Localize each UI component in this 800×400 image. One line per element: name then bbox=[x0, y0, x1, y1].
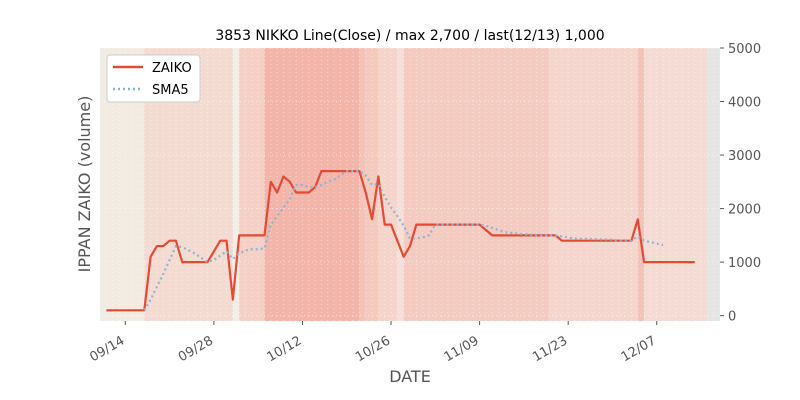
y-tick-label-3: 3000 bbox=[728, 149, 761, 164]
x-axis: 09/14 09/28 10/12 10/26 11/09 11/23 12/07 bbox=[87, 321, 659, 365]
x-tick-label-3: 10/26 bbox=[353, 333, 393, 365]
y-tick-label-5: 5000 bbox=[728, 42, 761, 57]
shade-band-10 bbox=[403, 48, 550, 321]
shade-band-0 bbox=[100, 48, 107, 321]
y-axis: 0 1000 2000 3000 4000 5000 bbox=[720, 42, 761, 325]
x-tick-label-1: 09/28 bbox=[176, 333, 216, 365]
chart-title: 3853 NIKKO Line(Close) / max 2,700 / las… bbox=[215, 28, 604, 44]
legend: ZAIKO SMA5 bbox=[106, 54, 201, 103]
series-lines bbox=[106, 170, 695, 312]
y-tick-label-1: 1000 bbox=[728, 256, 761, 271]
shade-band-3 bbox=[232, 48, 240, 321]
y-axis-label: IPPAN ZAIKO (volume) bbox=[75, 96, 94, 273]
shade-band-5 bbox=[264, 48, 360, 321]
x-tick-label-6: 12/07 bbox=[619, 333, 659, 365]
legend-label-zaiko: ZAIKO bbox=[152, 61, 192, 76]
y-tick-label-0: 0 bbox=[728, 310, 736, 325]
x-tick-label-2: 10/12 bbox=[265, 333, 305, 365]
x-axis-label: DATE bbox=[389, 367, 431, 386]
shade-band-9 bbox=[397, 48, 404, 321]
legend-label-sma5: SMA5 bbox=[152, 83, 189, 98]
y-tick-label-4: 4000 bbox=[728, 96, 761, 111]
x-tick-label-4: 11/09 bbox=[442, 333, 482, 365]
y-tick-label-2: 2000 bbox=[728, 203, 761, 218]
shade-band-8 bbox=[378, 48, 398, 321]
x-tick-label-5: 11/23 bbox=[530, 333, 570, 365]
line-sma5 bbox=[143, 170, 664, 311]
x-tick-label-0: 09/14 bbox=[87, 333, 127, 365]
grid bbox=[99, 47, 721, 321]
shade-band-12 bbox=[637, 48, 645, 321]
